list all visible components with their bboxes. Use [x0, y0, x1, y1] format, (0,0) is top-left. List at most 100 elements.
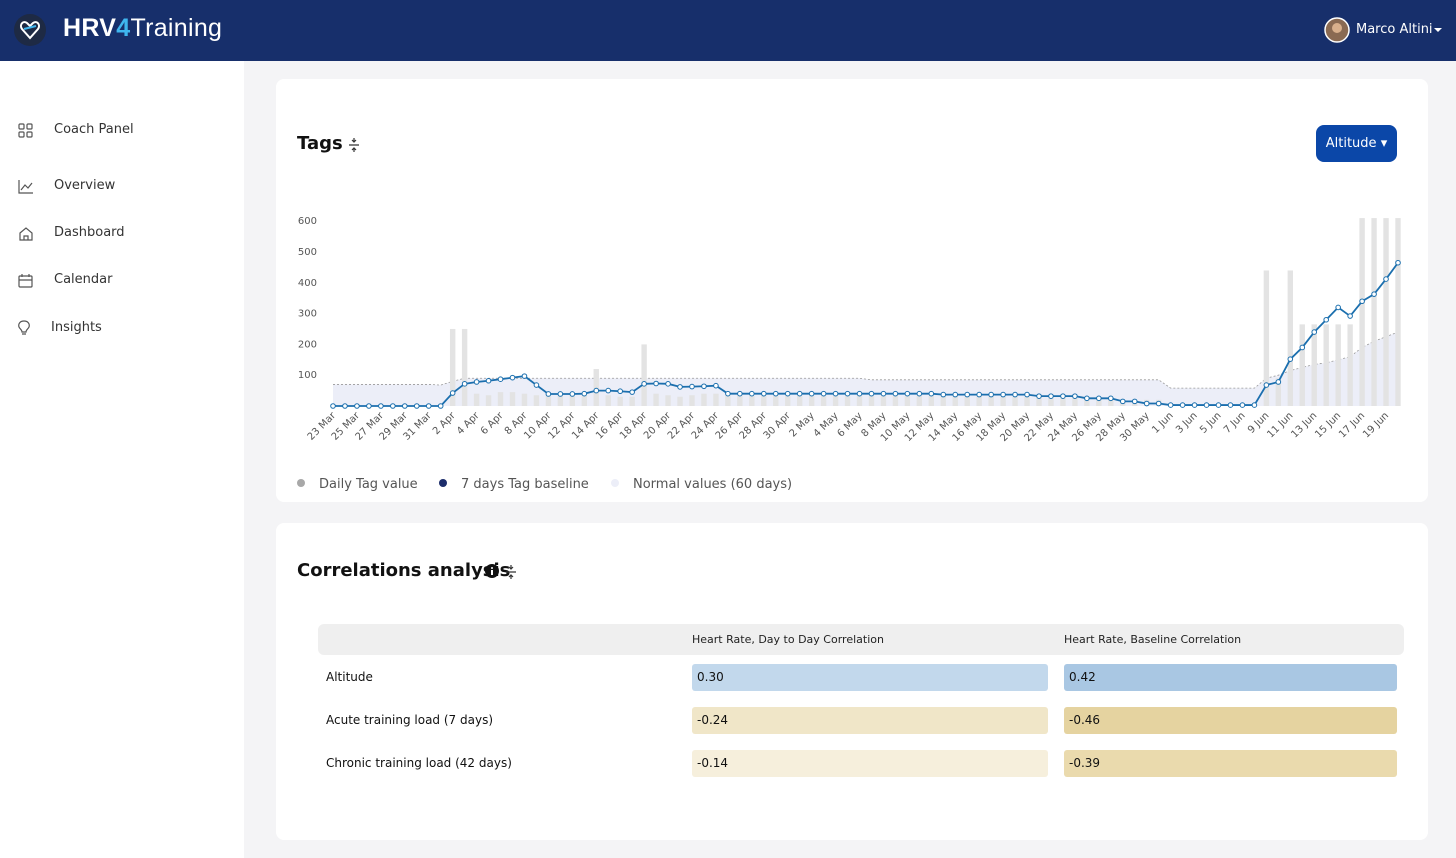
- baseline-point: [1287, 356, 1294, 362]
- bar: [832, 395, 839, 406]
- x-tick-label: 5 Jun: [1198, 410, 1224, 436]
- baseline-point: [1347, 313, 1353, 319]
- baseline-point: [1263, 382, 1270, 388]
- legend-dot: [611, 479, 619, 487]
- baseline-point: [413, 403, 420, 409]
- baseline-point: [904, 390, 911, 397]
- baseline-point: [1239, 402, 1246, 408]
- bar: [1323, 324, 1329, 406]
- nav-item[interactable]: Calendar: [54, 272, 113, 287]
- baseline-point: [390, 403, 396, 409]
- x-tick-label: 11 Jun: [1265, 410, 1295, 440]
- baseline-point: [485, 377, 492, 384]
- baseline-point: [629, 389, 635, 395]
- row-label: Chronic training load (42 days): [326, 756, 512, 770]
- bar: [1000, 396, 1006, 406]
- bar: [1108, 396, 1114, 406]
- y-tick-label: 100: [298, 370, 317, 381]
- baseline-point: [473, 379, 480, 385]
- bar: [1084, 396, 1090, 406]
- baseline-point: [641, 381, 647, 387]
- x-tick-label: 4 Apr: [455, 410, 482, 437]
- bar: [449, 328, 456, 406]
- baseline-point: [1060, 393, 1066, 399]
- icon: [18, 320, 30, 335]
- x-tick-label: 17 Jun: [1337, 410, 1367, 440]
- x-tick-label: 6 May: [835, 410, 864, 439]
- user-name[interactable]: Marco Altini: [1356, 22, 1433, 37]
- bar: [689, 395, 695, 406]
- x-tick-label: 7 Jun: [1222, 410, 1248, 436]
- bar: [988, 395, 994, 406]
- nav-item[interactable]: Insights: [51, 320, 102, 335]
- baseline-point: [378, 403, 384, 409]
- sidebar: Coach Panel Overview Dashboard Calendar …: [0, 61, 244, 858]
- bar: [796, 395, 803, 406]
- bar: [1371, 218, 1377, 406]
- baseline-point: [1311, 329, 1318, 335]
- bar: [641, 344, 647, 406]
- info-icons[interactable]: [485, 564, 517, 580]
- baseline-point: [665, 381, 671, 387]
- baseline-point: [497, 376, 504, 382]
- baseline-point: [749, 390, 755, 397]
- x-tick-label: 3 Jun: [1174, 410, 1200, 436]
- baseline-point: [1084, 395, 1090, 402]
- x-tick-label: 6 Apr: [479, 410, 506, 437]
- bar: [773, 395, 779, 406]
- bar: [749, 395, 755, 406]
- y-tick-label: 500: [298, 247, 317, 258]
- correlation-cell: -0.14: [692, 750, 1048, 777]
- brand-part: HRV: [63, 14, 117, 42]
- altitude-dropdown[interactable]: Altitude ▾: [1316, 125, 1397, 162]
- bar: [976, 395, 982, 406]
- normal-band: [333, 332, 1398, 406]
- baseline-point: [784, 390, 791, 397]
- bar: [952, 395, 958, 406]
- bar: [665, 395, 671, 406]
- baseline-point: [1000, 391, 1006, 398]
- correlation-cell: -0.24: [692, 707, 1048, 734]
- baseline-point: [509, 374, 516, 381]
- bar: [856, 395, 863, 406]
- baseline-point: [1108, 395, 1114, 402]
- x-tick-label: 2 Apr: [431, 410, 458, 437]
- bar: [1335, 324, 1341, 406]
- button-label[interactable]: Altitude: [1325, 136, 1377, 151]
- baseline-point: [1012, 391, 1018, 398]
- x-tick-label: 19 Jun: [1361, 410, 1391, 440]
- baseline-point: [880, 390, 887, 397]
- bar: [701, 393, 707, 406]
- bar: [509, 392, 516, 406]
- bar: [1395, 218, 1401, 406]
- nav-item[interactable]: Overview: [54, 178, 116, 193]
- bar: [1359, 218, 1365, 406]
- baseline-point: [701, 383, 707, 390]
- collapse-icon[interactable]: [347, 137, 361, 153]
- baseline-point: [1036, 393, 1042, 399]
- bar: [1012, 396, 1018, 406]
- x-tick-label: 15 Jun: [1313, 410, 1343, 440]
- bar: [737, 393, 743, 406]
- brand-part: Training: [130, 14, 223, 42]
- caret[interactable]: [1433, 27, 1443, 33]
- baseline-point: [1299, 344, 1306, 351]
- nav-item[interactable]: Coach Panel: [54, 122, 134, 137]
- baseline-point: [1359, 298, 1365, 305]
- baseline-point: [868, 390, 875, 397]
- baseline-point: [976, 391, 982, 398]
- baseline-point: [461, 381, 468, 387]
- card-title: Tags: [297, 133, 343, 154]
- y-tick-label: 300: [298, 309, 317, 320]
- baseline-point: [832, 390, 839, 397]
- bar: [1287, 270, 1294, 406]
- nav-item[interactable]: Dashboard: [54, 225, 125, 240]
- bar: [533, 395, 540, 406]
- legend-label: 7 days Tag baseline: [461, 477, 589, 492]
- baseline-point: [1215, 402, 1222, 408]
- baseline-point: [1096, 395, 1102, 402]
- bar: [485, 395, 492, 406]
- baseline-point: [401, 403, 408, 409]
- avatar[interactable]: [1324, 17, 1350, 43]
